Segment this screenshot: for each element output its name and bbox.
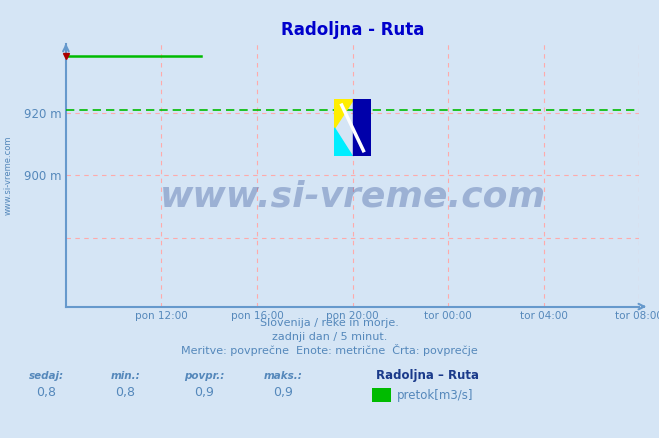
- Text: 0,9: 0,9: [194, 386, 214, 399]
- Text: sedaj:: sedaj:: [28, 371, 64, 381]
- Text: min.:: min.:: [110, 371, 140, 381]
- Text: www.si-vreme.com: www.si-vreme.com: [3, 135, 13, 215]
- Text: maks.:: maks.:: [264, 371, 302, 381]
- Text: 0,8: 0,8: [115, 386, 135, 399]
- Title: Radoljna - Ruta: Radoljna - Ruta: [281, 21, 424, 39]
- Polygon shape: [353, 99, 371, 156]
- Text: Meritve: povprečne  Enote: metrične  Črta: povprečje: Meritve: povprečne Enote: metrične Črta:…: [181, 344, 478, 357]
- Polygon shape: [335, 99, 353, 128]
- Text: 0,9: 0,9: [273, 386, 293, 399]
- Text: povpr.:: povpr.:: [184, 371, 225, 381]
- Text: www.si-vreme.com: www.si-vreme.com: [159, 179, 546, 213]
- Text: zadnji dan / 5 minut.: zadnji dan / 5 minut.: [272, 332, 387, 343]
- Text: Radoljna – Ruta: Radoljna – Ruta: [376, 369, 478, 382]
- Text: pretok[m3/s]: pretok[m3/s]: [397, 389, 473, 402]
- Polygon shape: [335, 128, 353, 156]
- Text: Slovenija / reke in morje.: Slovenija / reke in morje.: [260, 318, 399, 328]
- Text: 0,8: 0,8: [36, 386, 56, 399]
